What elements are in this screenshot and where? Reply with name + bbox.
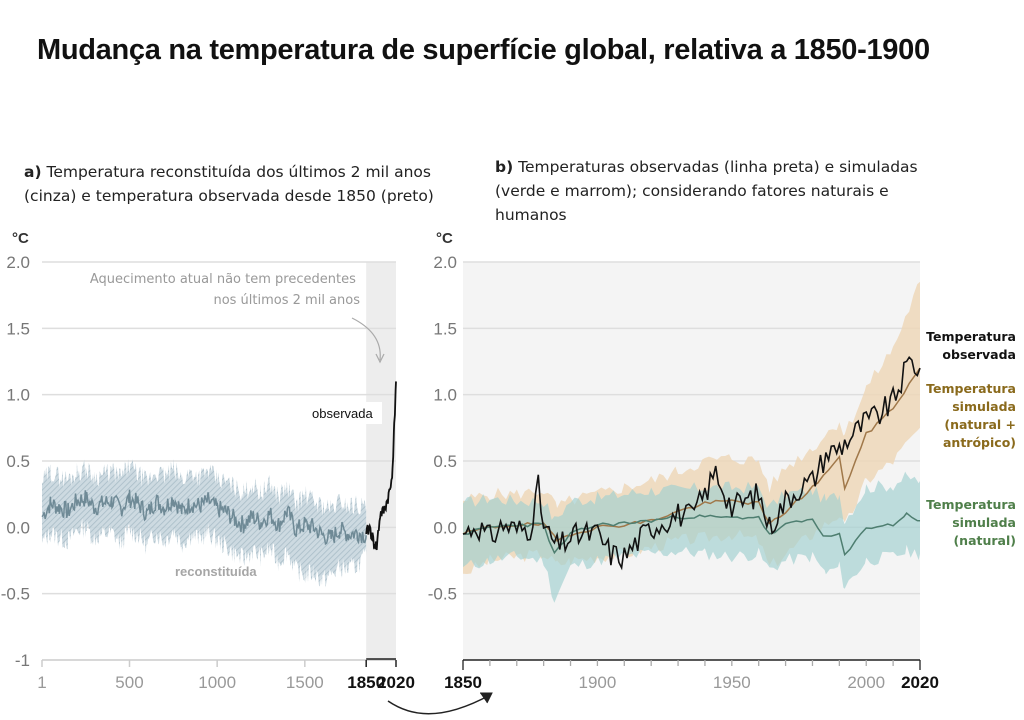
page-title: Mudança na temperatura de superfície glo…	[37, 34, 930, 66]
zoom-connector-arrow-icon	[387, 694, 491, 715]
panel-a-label: a)	[24, 163, 42, 181]
chart-b-natural-line	[462, 512, 921, 557]
chart-a-label-observed: observada	[312, 406, 373, 421]
chart-b-x-tick-label: 2020	[901, 673, 939, 692]
chart-a-x-tick-label: 1850	[347, 673, 385, 692]
chart-b-y-tick-label: 0.0	[433, 518, 457, 537]
chart-b-anthropogenic-line	[462, 367, 921, 542]
chart-a-y-tick-label: 1.5	[6, 319, 30, 338]
chart-a: °C 2.01.51.00.50.0-0.5-1 1 500 1000 1500 185…	[1, 230, 415, 692]
chart-a-y-ticks: 2.0 1.5 1.0 0.5 0.0 -0.5 -1	[1, 253, 30, 670]
chart-a-x-tick-label: 1500	[286, 673, 324, 692]
chart-a-y-unit: °C	[12, 230, 29, 247]
chart-b-natural-band	[463, 471, 920, 603]
chart-b-y-tick-label: 1.5	[433, 319, 457, 338]
chart-a-annotation: Aquecimento atual não tem precedentes no…	[90, 272, 360, 308]
chart-a-x-tick-label: 500	[115, 673, 143, 692]
chart-a-y-tick-label: -0.5	[1, 585, 30, 604]
chart-a-y-tick-label: 1.0	[6, 386, 30, 405]
annotation-line-1: Aquecimento atual não tem precedentes	[90, 272, 356, 287]
legend-observed: Temperatura observada	[926, 329, 1016, 362]
chart-b-x-axis: 1850 1900 1950 2000 2020	[444, 659, 939, 692]
chart-a-y-tick-label: -1	[15, 651, 30, 670]
legend-simulated-anthropogenic: Temperatura simulada (natural + antrópic…	[926, 381, 1016, 450]
chart-b-y-tick-label: 2.0	[433, 253, 457, 272]
panel-a-caption: a) Temperatura reconstituída dos últimos…	[24, 160, 464, 208]
legend-simulated-natural: Temperatura simulada (natural)	[926, 497, 1016, 548]
chart-b-y-tick-label: 0.5	[433, 452, 457, 471]
chart-b-x-tick-label: 1900	[578, 673, 616, 692]
annotation-line-2: nos últimos 2 mil anos	[213, 293, 360, 308]
panel-b-label: b)	[495, 158, 514, 176]
chart-a-x-tick-label: 2020	[377, 673, 415, 692]
chart-b-observed-line	[462, 356, 921, 571]
chart-b-y-tick-label: -0.5	[428, 585, 457, 604]
chart-b-x-tick-label: 2000	[847, 673, 885, 692]
chart-b-y-tick-label: 1.0	[433, 386, 457, 405]
zoom-connector-arrowhead-icon	[480, 692, 493, 704]
observed-label-bg	[306, 402, 382, 424]
chart-b-y-unit: °C	[436, 230, 453, 247]
chart-b-x-tick-label: 1950	[713, 673, 751, 692]
chart-a-label-reconstructed: reconstituída	[175, 564, 257, 579]
annotation-arrow-icon	[351, 317, 381, 361]
annotation-arrowhead-icon	[375, 353, 385, 364]
chart-a-x-tick-label: 1	[37, 673, 46, 692]
panel-b-description: Temperaturas observadas (linha preta) e …	[495, 158, 918, 224]
chart-a-reconstructed-line	[41, 489, 367, 546]
chart-a-y-tick-label: 2.0	[6, 253, 30, 272]
chart-b: °C 2.0 1.5 1.0 0.5 0.0 -0.5 1850 1900 1950 2000 2…	[428, 230, 939, 692]
chart-b-x-tick-label: 1850	[444, 673, 482, 692]
panel-b-caption: b) Temperaturas observadas (linha preta)…	[495, 155, 955, 227]
chart-a-y-tick-label: 0.0	[6, 518, 30, 537]
chart-a-y-tick-label: 0.5	[6, 452, 30, 471]
chart-b-y-ticks: 2.0 1.5 1.0 0.5 0.0 -0.5	[428, 253, 457, 604]
chart-a-observed-line	[365, 381, 397, 551]
chart-a-x-tick-label: 1000	[198, 673, 236, 692]
panel-a-description: Temperatura reconstituída dos últimos 2 …	[24, 163, 434, 205]
chart-a-reconstructed-band	[42, 458, 367, 588]
